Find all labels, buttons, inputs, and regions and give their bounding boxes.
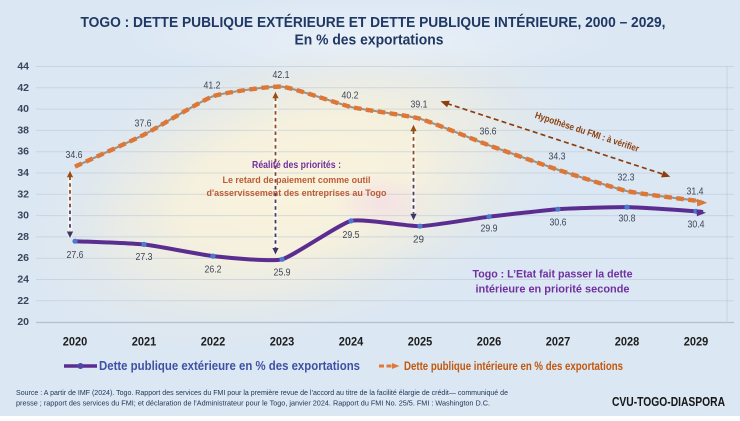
svg-text:44: 44 (17, 61, 29, 73)
svg-text:40.2: 40.2 (342, 90, 359, 101)
svg-text:24: 24 (17, 274, 29, 286)
svg-text:20: 20 (17, 316, 29, 328)
svg-text:42: 42 (17, 82, 29, 94)
svg-text:34.6: 34.6 (66, 150, 83, 161)
svg-text:TOGO : DETTE PUBLIQUE EXTÉRIEU: TOGO : DETTE PUBLIQUE EXTÉRIEURE ET DETT… (81, 14, 666, 31)
svg-text:Source : A partir de IMF (2024: Source : A partir de IMF (2024). Togo. R… (16, 388, 508, 397)
svg-text:30.6: 30.6 (550, 217, 567, 228)
svg-text:36: 36 (17, 146, 29, 158)
svg-text:CVU-TOGO-DIASPORA: CVU-TOGO-DIASPORA (612, 394, 725, 409)
svg-text:41.2: 41.2 (204, 80, 221, 91)
svg-text:29: 29 (413, 234, 424, 245)
svg-text:presse ; rapport des services: presse ; rapport des services du FMI; et… (16, 398, 490, 407)
svg-text:Le retard de paiement comme ou: Le retard de paiement comme outil (223, 175, 371, 186)
svg-text:intérieure en priorité seconde: intérieure en priorité seconde (476, 284, 630, 296)
svg-text:37.6: 37.6 (135, 118, 152, 129)
svg-text:2026: 2026 (477, 335, 502, 349)
svg-text:22: 22 (17, 295, 29, 307)
svg-text:29.9: 29.9 (481, 223, 498, 234)
svg-text:31.4: 31.4 (687, 186, 704, 197)
svg-text:Dette publique intérieure en %: Dette publique intérieure en % des expor… (404, 359, 623, 373)
svg-text:28: 28 (17, 231, 29, 243)
svg-text:30.4: 30.4 (688, 219, 705, 230)
svg-text:Réalité des priorités :: Réalité des priorités : (252, 160, 341, 171)
svg-text:36.6: 36.6 (480, 126, 497, 137)
svg-text:42.1: 42.1 (273, 70, 290, 81)
svg-text:2024: 2024 (339, 335, 364, 349)
svg-text:2027: 2027 (546, 335, 571, 349)
svg-text:2025: 2025 (408, 335, 433, 349)
svg-text:34.3: 34.3 (549, 151, 566, 162)
svg-text:d'asservissement des entrepris: d'asservissement des entreprises au Togo (207, 188, 387, 199)
svg-text:32.3: 32.3 (618, 172, 635, 183)
svg-text:32: 32 (17, 188, 29, 200)
svg-text:Togo : L’Etat fait passer la d: Togo : L’Etat fait passer la dette (473, 268, 633, 280)
svg-text:27.3: 27.3 (136, 252, 153, 263)
svg-text:25.9: 25.9 (274, 267, 291, 278)
svg-text:29.5: 29.5 (343, 230, 360, 241)
svg-text:2020: 2020 (63, 335, 88, 349)
svg-text:34: 34 (17, 167, 29, 179)
svg-text:38: 38 (17, 124, 29, 136)
svg-text:En % des exportations: En % des exportations (295, 33, 444, 49)
svg-text:26: 26 (17, 252, 29, 264)
svg-text:Dette publique extérieure en %: Dette publique extérieure en % des expor… (99, 359, 360, 373)
svg-text:27.6: 27.6 (67, 250, 84, 261)
svg-text:2028: 2028 (615, 335, 640, 349)
svg-text:40: 40 (17, 103, 29, 115)
svg-text:2029: 2029 (684, 335, 709, 349)
svg-text:39.1: 39.1 (411, 99, 428, 110)
svg-text:2023: 2023 (270, 335, 295, 349)
svg-text:26.2: 26.2 (205, 264, 222, 275)
svg-text:2021: 2021 (132, 335, 157, 349)
svg-text:2022: 2022 (201, 335, 226, 349)
svg-text:30: 30 (17, 210, 29, 222)
svg-text:30.8: 30.8 (619, 213, 636, 224)
